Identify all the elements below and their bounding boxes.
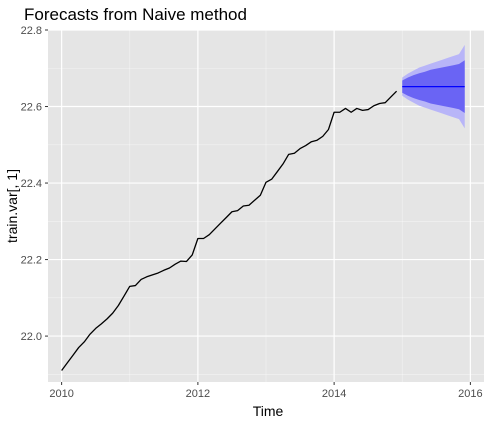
y-tick-label: 22.6 xyxy=(21,102,42,114)
chart-title: Forecasts from Naive method xyxy=(24,5,247,24)
x-tick-label: 2016 xyxy=(458,388,482,400)
x-tick-label: 2014 xyxy=(322,388,346,400)
y-tick-label: 22.8 xyxy=(21,25,42,37)
y-axis-ticks: 22.0 22.2 22.4 22.6 22.8 xyxy=(21,25,48,343)
y-tick-label: 22.2 xyxy=(21,255,42,267)
x-axis-label: Time xyxy=(253,403,284,419)
history-line xyxy=(61,90,398,371)
series-lines xyxy=(61,85,465,371)
x-axis-ticks: 2010 2012 2014 2016 xyxy=(49,382,483,400)
y-axis-label: train.var[, 1] xyxy=(4,169,20,243)
x-tick-label: 2010 xyxy=(49,388,73,400)
y-tick-label: 22.0 xyxy=(21,331,42,343)
y-tick-label: 22.4 xyxy=(21,178,42,190)
x-tick-label: 2012 xyxy=(186,388,210,400)
